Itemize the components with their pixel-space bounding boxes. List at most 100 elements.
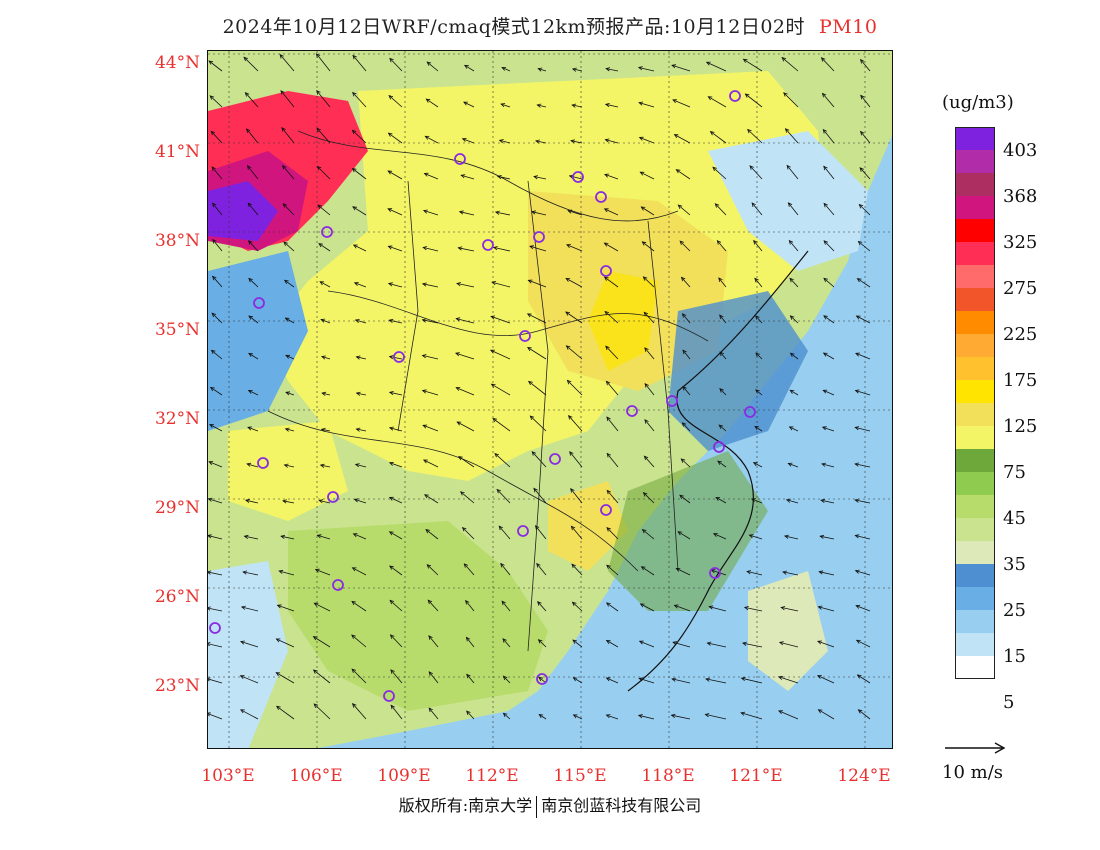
wind-arrowhead	[389, 57, 394, 63]
legend-swatch	[955, 334, 995, 357]
wind-arrow	[313, 703, 331, 720]
wind-arrowhead	[527, 347, 532, 352]
wind-arrowhead	[352, 533, 358, 538]
wind-arrow	[682, 422, 691, 432]
wind-arrow	[706, 61, 727, 72]
concentration-field	[208, 51, 892, 748]
wind-arrow	[671, 64, 691, 72]
wind-arrow	[212, 202, 223, 216]
wind-arrowhead	[753, 239, 758, 245]
legend-swatch	[955, 633, 995, 656]
wind-arrowhead	[490, 315, 496, 320]
wind-arrow	[210, 387, 223, 396]
wind-arrow	[428, 635, 439, 648]
wind-arrowhead	[494, 210, 500, 215]
wind-arrow	[352, 703, 367, 720]
wind-arrowhead	[605, 677, 611, 682]
wind-arrow	[566, 244, 583, 252]
wind-arrowhead	[643, 455, 649, 461]
wind-arrowhead	[719, 314, 724, 320]
wind-arrow	[531, 211, 547, 216]
wind-arrowhead	[534, 525, 540, 530]
wind-arrowhead	[643, 311, 649, 317]
latitude-label: 35°N	[154, 320, 200, 340]
wind-arrowhead	[679, 240, 685, 246]
wind-arrow	[605, 345, 619, 360]
wind-arrow	[606, 602, 619, 612]
legend-label: 225	[1003, 324, 1038, 345]
wind-arrowhead	[857, 240, 863, 246]
wind-arrow	[778, 710, 799, 720]
copyright: 版权所有:南京大学 南京创蓝科技有限公司	[0, 792, 1100, 818]
wind-arrowhead	[208, 677, 211, 682]
wind-arrowhead	[317, 204, 322, 209]
wind-arrow	[425, 135, 439, 144]
wind-arrow	[460, 491, 475, 504]
wind-arrowhead	[606, 527, 611, 532]
wind-arrowhead	[502, 675, 508, 681]
wind-arrow	[208, 607, 223, 612]
wind-arrowhead	[387, 282, 393, 287]
wind-arrowhead	[239, 709, 245, 714]
title-main: 2024年10月12日WRF/cmaq模式12km预报产品:10月12日02时	[222, 16, 805, 38]
city-marker-icon	[519, 330, 531, 342]
wind-arrowhead	[565, 277, 571, 282]
wind-arrow	[285, 317, 295, 324]
wind-arrowhead	[755, 352, 760, 358]
wind-arrow	[428, 707, 439, 720]
legend-swatch	[955, 656, 995, 679]
wind-arrow	[857, 278, 871, 288]
wind-arrowhead	[387, 132, 393, 137]
wind-arrow	[643, 276, 655, 288]
wind-arrow	[789, 426, 799, 432]
wind-vectors	[208, 53, 871, 720]
wind-arrowhead	[464, 64, 469, 69]
wind-arrow	[284, 279, 295, 288]
wind-arrowhead	[527, 380, 533, 386]
longitude-label: 103°E	[201, 766, 255, 786]
wind-arrowhead	[823, 240, 829, 245]
wind-arrowhead	[428, 707, 433, 713]
wind-arrowhead	[459, 491, 465, 496]
wind-arrow	[353, 244, 367, 252]
wind-arrowhead	[387, 208, 393, 213]
wind-arrowhead	[606, 564, 611, 570]
wind-arrowhead	[854, 462, 860, 467]
wind-arrow	[208, 60, 223, 72]
wind-arrowhead	[460, 174, 466, 179]
latitude-label: 26°N	[154, 587, 200, 607]
wind-arrowhead	[318, 243, 323, 248]
wind-arrow	[679, 240, 691, 252]
wind-arrow	[644, 383, 655, 396]
city-marker-icon	[327, 491, 339, 503]
longitude-label: 106°E	[289, 766, 343, 786]
wind-arrow	[388, 283, 403, 288]
wind-arrowhead	[860, 58, 865, 64]
wind-arrow	[240, 641, 259, 648]
wind-arrow	[354, 499, 367, 504]
wind-arrowhead	[860, 130, 865, 136]
wind-arrowhead	[312, 636, 318, 641]
wind-arrowhead	[351, 702, 357, 708]
legend-swatch	[955, 449, 995, 472]
wind-arrow	[606, 490, 619, 504]
wind-arrow	[537, 104, 547, 108]
wind-arrow	[279, 54, 295, 72]
wind-arrowhead	[680, 276, 686, 282]
wind-arrow	[283, 241, 295, 252]
wind-arrowhead	[675, 169, 681, 174]
wind-arrowhead	[498, 525, 503, 531]
wind-arrow	[855, 352, 871, 360]
wind-arrow	[491, 383, 511, 396]
wind-arrowhead	[352, 54, 357, 60]
longitude-label: 118°E	[641, 766, 695, 786]
wind-arrow	[606, 68, 619, 72]
wind-arrowhead	[533, 175, 538, 180]
wind-arrow	[638, 102, 655, 108]
wind-arrow	[276, 638, 295, 648]
wind-arrow	[644, 455, 655, 468]
legend-swatch	[955, 265, 995, 288]
wind-arrowhead	[778, 710, 783, 715]
wind-arrowhead	[211, 275, 217, 281]
wind-arrow	[245, 499, 259, 504]
